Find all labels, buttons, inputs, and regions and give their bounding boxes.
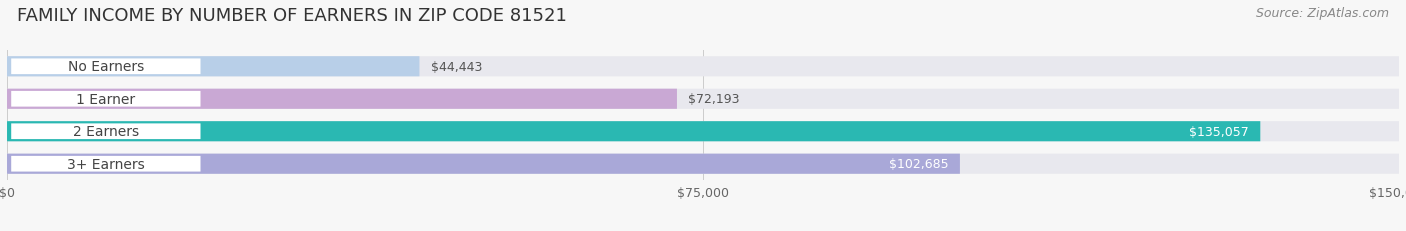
Text: $102,685: $102,685 — [889, 158, 949, 170]
Text: 1 Earner: 1 Earner — [76, 92, 135, 106]
FancyBboxPatch shape — [7, 154, 960, 174]
FancyBboxPatch shape — [7, 154, 1399, 174]
Text: $44,443: $44,443 — [430, 61, 482, 73]
FancyBboxPatch shape — [11, 91, 201, 107]
Text: 3+ Earners: 3+ Earners — [67, 157, 145, 171]
Text: FAMILY INCOME BY NUMBER OF EARNERS IN ZIP CODE 81521: FAMILY INCOME BY NUMBER OF EARNERS IN ZI… — [17, 7, 567, 25]
FancyBboxPatch shape — [7, 57, 1399, 77]
Text: $135,057: $135,057 — [1189, 125, 1249, 138]
Text: Source: ZipAtlas.com: Source: ZipAtlas.com — [1256, 7, 1389, 20]
FancyBboxPatch shape — [11, 156, 201, 172]
Text: 2 Earners: 2 Earners — [73, 125, 139, 139]
Text: $72,193: $72,193 — [688, 93, 740, 106]
FancyBboxPatch shape — [7, 122, 1260, 142]
FancyBboxPatch shape — [7, 57, 419, 77]
FancyBboxPatch shape — [7, 122, 1399, 142]
FancyBboxPatch shape — [11, 124, 201, 140]
FancyBboxPatch shape — [7, 89, 676, 109]
FancyBboxPatch shape — [7, 89, 1399, 109]
Text: No Earners: No Earners — [67, 60, 143, 74]
FancyBboxPatch shape — [11, 59, 201, 75]
